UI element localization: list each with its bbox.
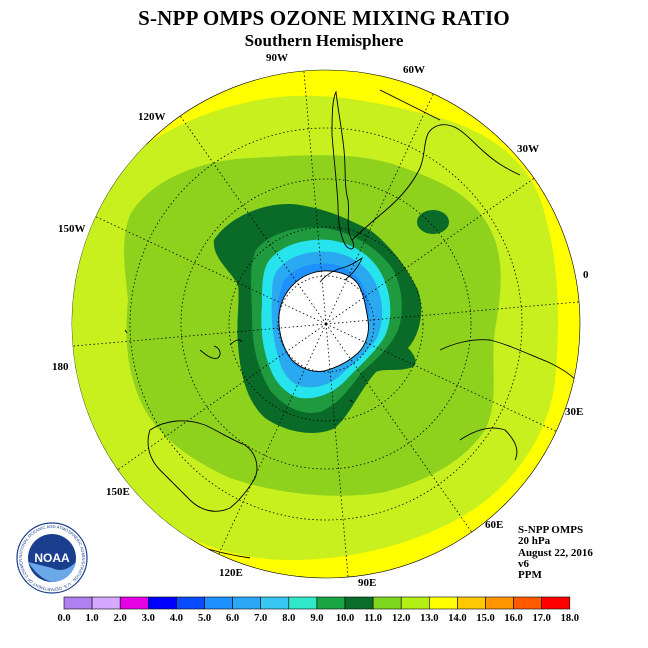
ozone-patch-dark-green-ne — [417, 210, 449, 234]
noaa-logo: NOAA NATIONAL OCEANIC AND ATMOSPHERIC AD… — [16, 522, 88, 594]
info-level: 20 hPa — [518, 535, 551, 548]
meridian-line-inner — [325, 280, 347, 325]
lon-label-150e: 150E — [106, 486, 130, 498]
lon-label-60e: 60E — [485, 519, 503, 531]
meridian-line-inner — [305, 323, 327, 368]
info-units: PPM — [518, 569, 542, 582]
lon-label-90w: 90W — [266, 52, 288, 64]
info-instrument: S-NPP OMPS — [518, 524, 584, 536]
lon-label-180: 180 — [52, 361, 69, 373]
lon-label-30e: 30E — [565, 406, 583, 418]
south-pole-marker — [324, 322, 328, 326]
lon-label-120e: 120E — [219, 567, 243, 579]
meridian-line-inner — [282, 303, 327, 325]
lon-label-120w: 120W — [138, 111, 166, 123]
longitude-grid — [72, 70, 580, 578]
info-date: August 22, 2016 — [518, 546, 593, 559]
lon-label-90e: 90E — [358, 577, 376, 589]
lon-label-150w: 150W — [58, 223, 86, 235]
latitude-grid — [129, 127, 523, 521]
map-info: S-NPP OMPS 20 hPa August 22, 2016 v6 PPM — [518, 524, 593, 582]
noaa-logo-text: NOAA — [34, 551, 70, 565]
coastlines — [124, 89, 580, 559]
lon-label-0: 0 — [583, 269, 589, 281]
info-version: v6 — [518, 557, 529, 570]
meridian-line-inner — [325, 323, 370, 345]
lon-label-60w: 60W — [403, 64, 425, 76]
longitude-labels: 90W 60W 30W 0 30E 60E 90E 120E 150E 180 … — [52, 52, 589, 589]
lon-label-30w: 30W — [517, 143, 539, 155]
page-subtitle: Southern Hemisphere — [244, 31, 404, 50]
page-title: S-NPP OMPS OZONE MIXING RATIO — [138, 6, 510, 30]
